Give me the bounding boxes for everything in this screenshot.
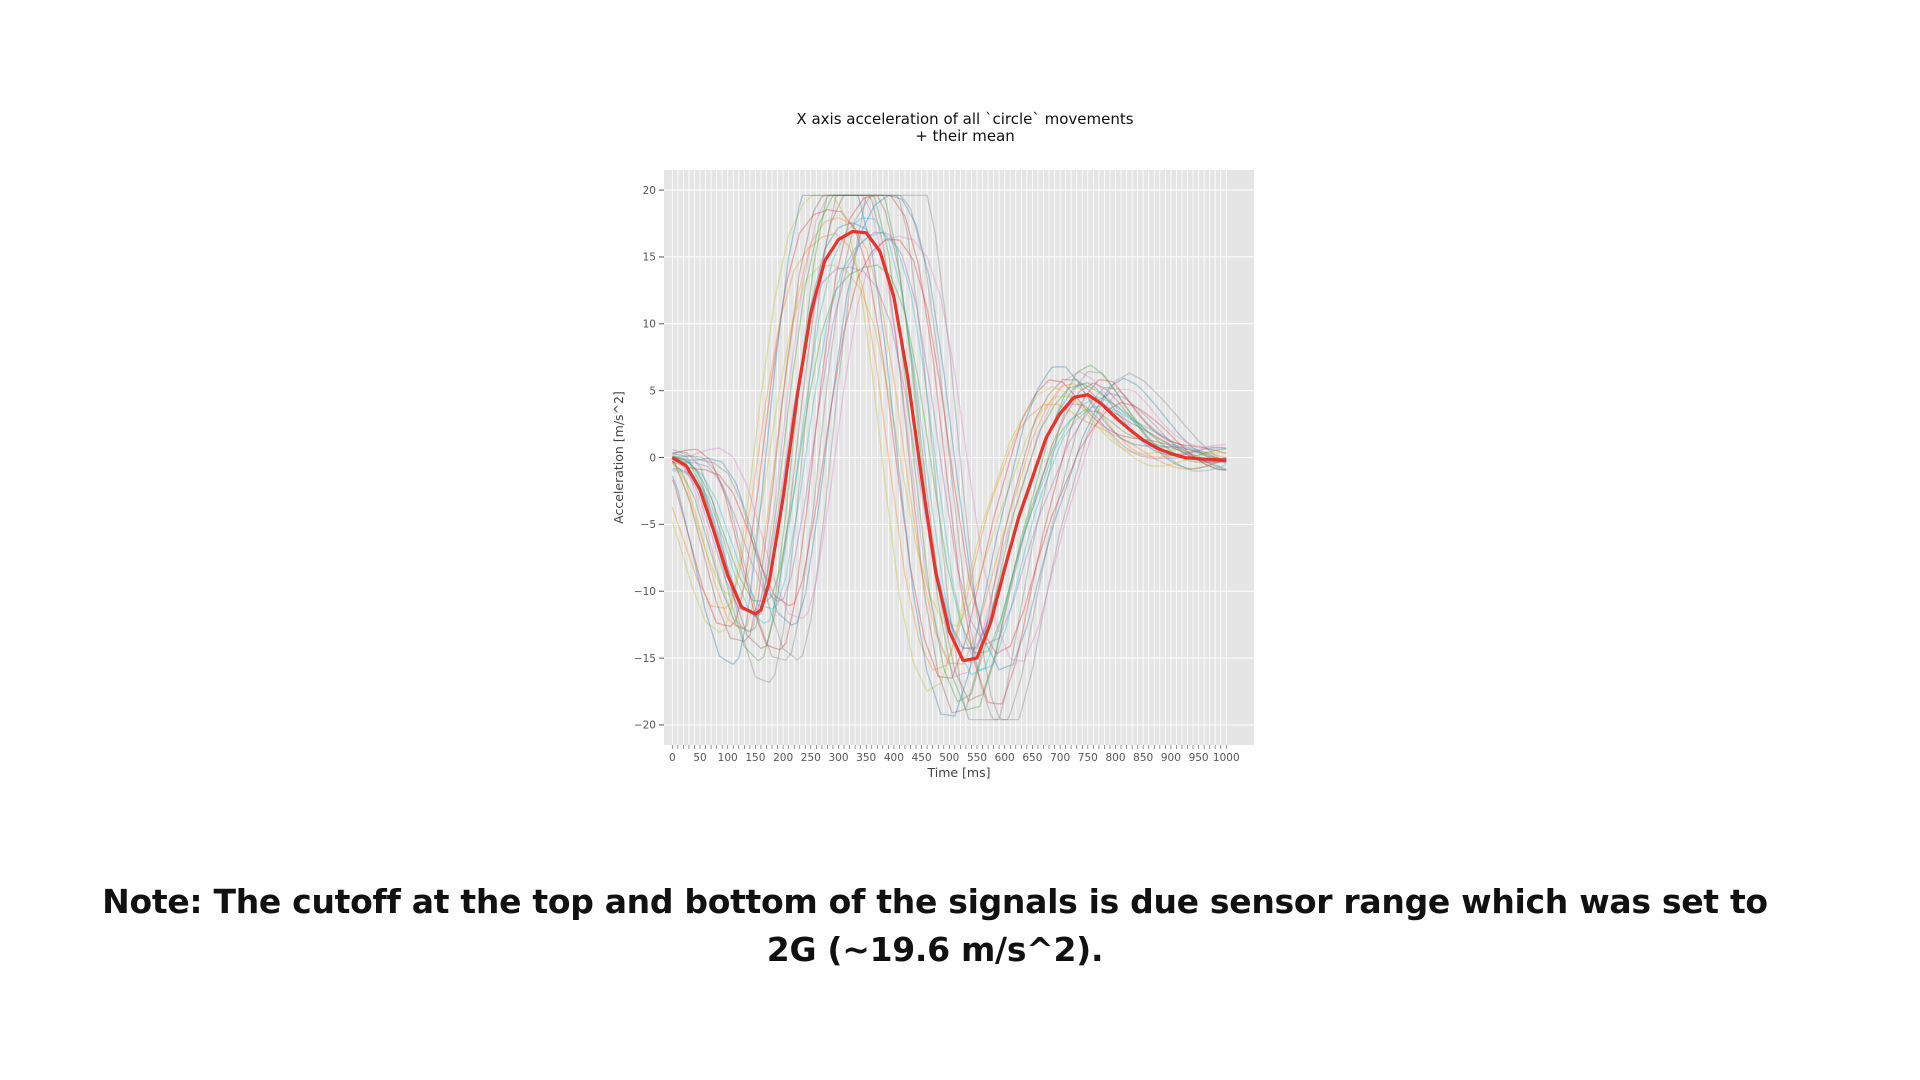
individual-series-line [672,217,1227,676]
x-tick-label: 800 [1105,752,1125,764]
x-tick-label: 600 [995,752,1015,764]
x-tick-label: 150 [745,752,765,764]
x-tick-label: 450 [912,752,932,764]
x-tick-label: 400 [884,752,904,764]
individual-series-line [671,194,1227,714]
individual-series-line [671,217,1227,665]
individual-series-line [672,194,1227,671]
x-tick-label: 100 [718,752,738,764]
x-tick-label: 50 [693,752,706,764]
chart-title-line-2: + their mean [915,127,1015,145]
x-tick-label: 550 [967,752,987,764]
x-tick-label: 200 [773,752,793,764]
y-tick-label: −20 [634,720,656,732]
individual-series-line [671,194,1227,703]
chart-container: X axis acceleration of all `circle` move… [600,100,1280,790]
individual-series-line [672,235,1227,663]
mean-series-line [671,230,1227,663]
x-axis-label: Time [ms] [926,765,990,780]
y-axis-label: Acceleration [m/s^2] [611,391,626,524]
acceleration-chart: X axis acceleration of all `circle` move… [611,110,1254,780]
individual-series-line [671,208,1227,679]
x-tick-label: 650 [1022,752,1042,764]
mean-series-group [671,230,1227,663]
individual-series-line [672,194,1227,721]
y-tick-label: 10 [643,319,656,331]
x-tick-label: 500 [939,752,959,764]
x-tick-label: 900 [1161,752,1181,764]
y-tick-label: −15 [634,653,656,665]
y-tick-label: 20 [643,185,656,197]
individual-series-line [672,194,1227,721]
individual-series-line [672,194,1227,702]
y-tick-label: 5 [649,385,656,397]
individual-series-line [672,194,1227,678]
x-tick-label: 300 [828,752,848,764]
individual-series-line [672,231,1227,672]
chart-title-line-1: X axis acceleration of all `circle` move… [796,110,1133,128]
x-tick-label: 700 [1050,752,1070,764]
y-tick-label: 15 [643,252,656,264]
x-tick-label: 1000 [1213,752,1240,764]
x-tick-label: 950 [1189,752,1209,764]
y-tick-label: −5 [641,519,656,531]
y-tick-label: 0 [649,452,656,464]
individual-series-line [671,194,1227,717]
x-tick-label: 250 [801,752,821,764]
individual-series-line [671,194,1227,693]
x-tick-label: 750 [1078,752,1098,764]
major-grid [664,189,1254,726]
y-tick-label: −10 [634,586,656,598]
individual-series-line [672,231,1227,646]
x-tick-label: 350 [856,752,876,764]
individual-series-line [672,266,1227,651]
individual-series-line [672,239,1227,655]
individual-series-line [672,194,1227,721]
x-tick-label: 850 [1133,752,1153,764]
individual-series-line [672,194,1227,712]
individual-series-line [672,194,1227,705]
x-tick-label: 0 [669,752,676,764]
individual-series-line [671,232,1227,671]
sensor-range-note: Note: The cutoff at the top and bottom o… [102,882,1768,969]
